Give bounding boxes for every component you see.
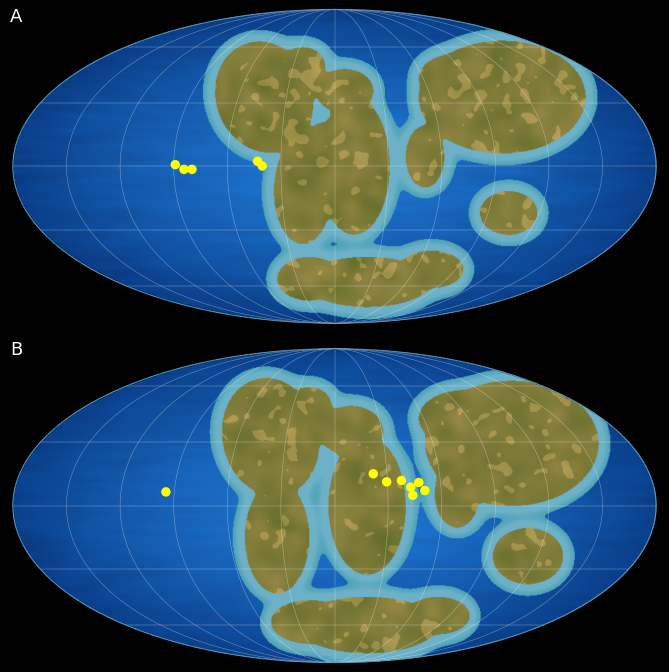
- Text: A: A: [10, 8, 22, 26]
- Text: B: B: [10, 341, 22, 359]
